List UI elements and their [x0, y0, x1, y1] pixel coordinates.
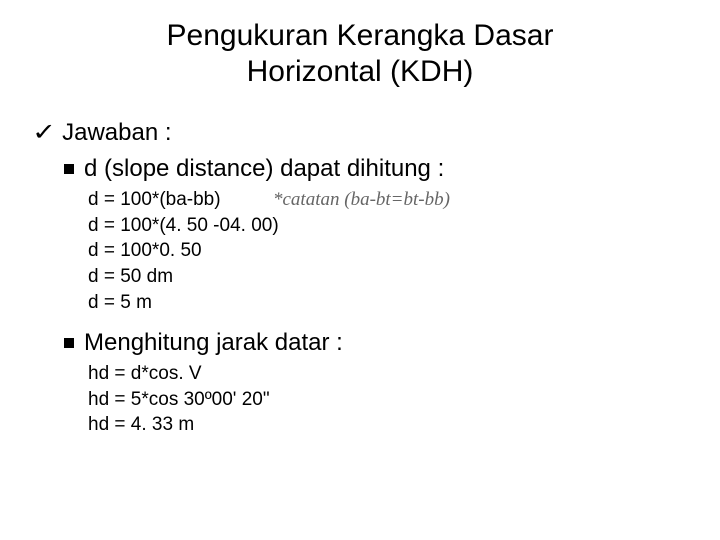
jawaban-row: ✓ Jawaban : — [30, 118, 690, 147]
calc-annotation: *catatan (ba-bt=bt-bb) — [273, 187, 450, 213]
section2-heading: Menghitung jarak datar : — [84, 329, 343, 357]
section2-calc-block: hd = d*cos. V hd = 5*cos 30º00' 20" hd =… — [30, 361, 690, 438]
calc-line: hd = 4. 33 m — [88, 412, 690, 438]
bullet-square-icon — [64, 164, 74, 174]
jawaban-label: Jawaban : — [62, 119, 171, 147]
calc-line: d = 50 dm — [88, 264, 690, 290]
calc-line: hd = 5*cos 30º00' 20" — [88, 387, 690, 413]
slide-title: Pengukuran Kerangka Dasar Horizontal (KD… — [30, 18, 690, 90]
calc-text: d = 100*(ba-bb) — [88, 187, 273, 213]
calc-line: d = 100*0. 50 — [88, 238, 690, 264]
title-line-2: Horizontal (KDH) — [247, 55, 474, 88]
bullet-square-icon — [64, 338, 74, 348]
calc-line: d = 100*(4. 50 -04. 00) — [88, 213, 690, 239]
calc-line: d = 5 m — [88, 290, 690, 316]
section1-heading-row: d (slope distance) dapat dihitung : — [30, 155, 690, 183]
checkmark-icon: ✓ — [32, 118, 56, 147]
title-line-1: Pengukuran Kerangka Dasar — [167, 19, 554, 52]
section1-calc-block: d = 100*(ba-bb) *catatan (ba-bt=bt-bb) d… — [30, 187, 690, 315]
section1-heading: d (slope distance) dapat dihitung : — [84, 155, 444, 183]
calc-line: d = 100*(ba-bb) *catatan (ba-bt=bt-bb) — [88, 187, 690, 213]
section2-heading-row: Menghitung jarak datar : — [30, 329, 690, 357]
calc-line: hd = d*cos. V — [88, 361, 690, 387]
